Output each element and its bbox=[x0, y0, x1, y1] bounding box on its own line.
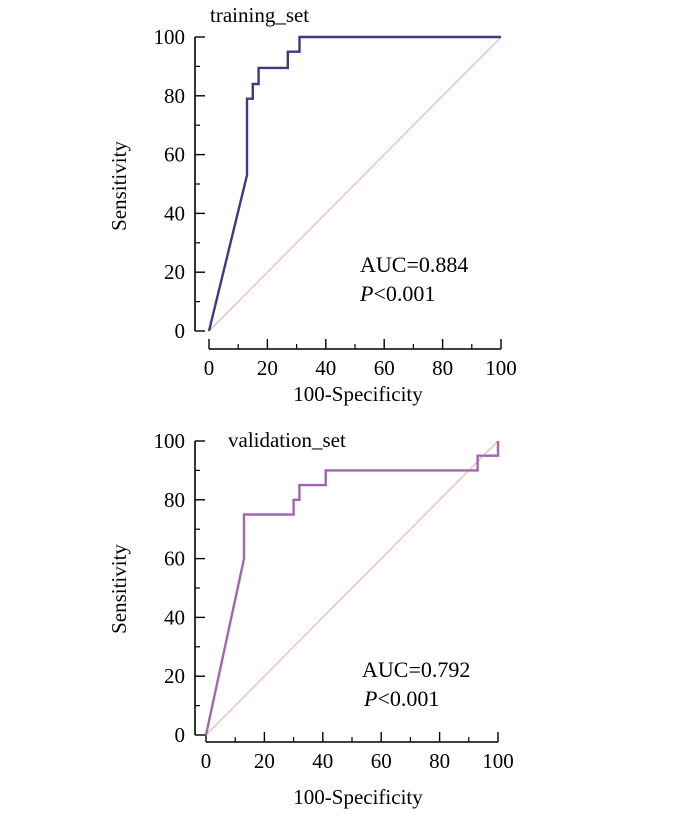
validation-x-tick-label: 60 bbox=[371, 749, 392, 773]
validation-p-value: <0.001 bbox=[377, 686, 439, 711]
training-x-tick-label: 20 bbox=[257, 356, 278, 380]
training-marks: 0 20 40 60 80 100 0 20 40 60 80 100 bbox=[154, 25, 517, 380]
training-y-tick-label: 100 bbox=[154, 25, 186, 49]
training-y-tick-label: 60 bbox=[164, 143, 185, 167]
validation-xlabel: 100-Specificity bbox=[293, 785, 423, 809]
training-x-tick-label: 80 bbox=[432, 356, 453, 380]
validation-ylabel: Sensitivity bbox=[107, 544, 131, 634]
training-p-symbol: P bbox=[359, 281, 373, 306]
training-title: training_set bbox=[210, 3, 309, 27]
validation-y-tick-label: 100 bbox=[154, 429, 186, 453]
training-xlabel: 100-Specificity bbox=[293, 382, 423, 406]
validation-y-tick-label: 40 bbox=[164, 605, 185, 629]
validation-x-tick-label: 40 bbox=[312, 749, 333, 773]
training-x-tick-label: 100 bbox=[485, 356, 517, 380]
training-y-tick-label: 40 bbox=[164, 201, 185, 225]
training-p-label: P<0.001 bbox=[359, 281, 435, 306]
validation-y-tick-label: 60 bbox=[164, 547, 185, 571]
validation-p-label: P<0.001 bbox=[363, 686, 439, 711]
training-ylabel: Sensitivity bbox=[107, 141, 131, 231]
validation-y-tick-label: 0 bbox=[175, 723, 186, 747]
training-p-value: <0.001 bbox=[373, 281, 435, 306]
validation-x-tick-label: 20 bbox=[254, 749, 275, 773]
validation-y-tick-label: 80 bbox=[164, 488, 185, 512]
validation-y-tick-label: 20 bbox=[164, 664, 185, 688]
training-reference-line bbox=[208, 36, 502, 332]
training-x-tick-label: 40 bbox=[315, 356, 336, 380]
training-y-tick-label: 0 bbox=[175, 319, 186, 343]
validation-x-tick-label: 80 bbox=[429, 749, 450, 773]
training-x-tick-label: 60 bbox=[374, 356, 395, 380]
training-roc-curve bbox=[207, 35, 501, 332]
training-chart: 0 20 40 60 80 100 0 20 40 60 80 100 training_set 10… bbox=[107, 3, 517, 406]
validation-auc-label: AUC=0.792 bbox=[362, 657, 470, 682]
training-auc-label: AUC=0.884 bbox=[360, 252, 468, 277]
validation-p-symbol: P bbox=[363, 686, 377, 711]
validation-roc-curve bbox=[204, 441, 500, 736]
training-y-tick-label: 20 bbox=[164, 260, 185, 284]
validation-x-tick-label: 0 bbox=[201, 749, 212, 773]
training-x-tick-label: 0 bbox=[204, 356, 215, 380]
training-y-tick-label: 80 bbox=[164, 84, 185, 108]
validation-title: validation_set bbox=[228, 428, 346, 452]
validation-marks: 0 20 40 60 80 100 0 20 40 60 80 100 bbox=[154, 429, 514, 773]
validation-reference-line bbox=[205, 440, 499, 736]
validation-x-tick-label: 100 bbox=[482, 749, 514, 773]
